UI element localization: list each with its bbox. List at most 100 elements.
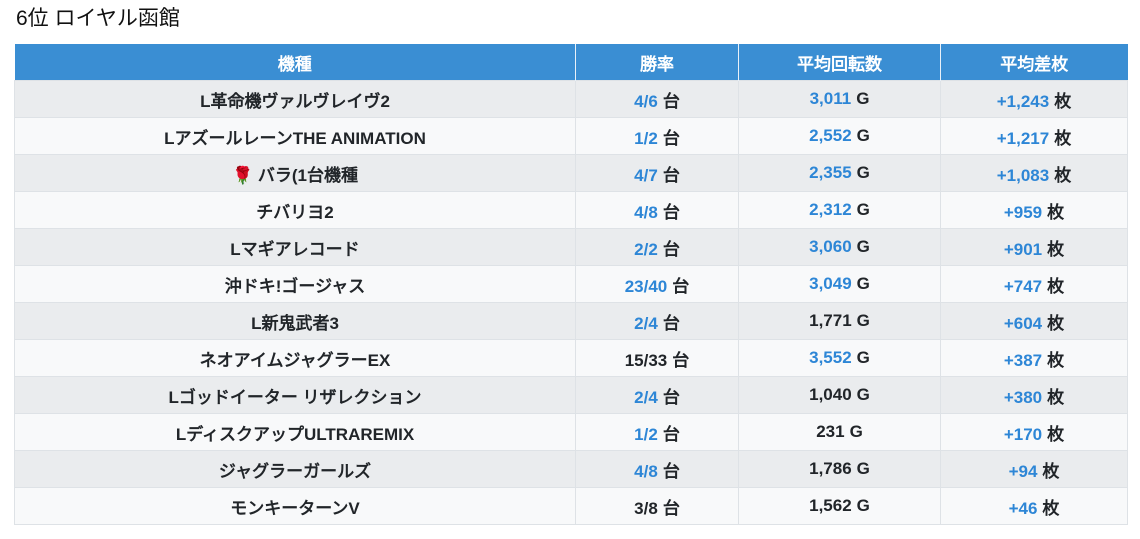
- avg-diff-unit: 枚: [1054, 91, 1072, 111]
- column-header-avg-spins: 平均回転数: [738, 44, 941, 81]
- machine-table-body: L革命機ヴァルヴレイヴ2 4/6 台 3,011 G +1,243 枚 LアズールレーンTHE…: [14, 80, 1128, 525]
- machine-name: 🌹 バラ(1台機種: [231, 165, 358, 185]
- avg-diff-unit: 枚: [1042, 461, 1060, 481]
- win-rate-unit: 台: [662, 424, 680, 444]
- machine-name: ジャグラーガールズ: [218, 461, 372, 481]
- avg-spins-unit: G: [856, 496, 870, 515]
- win-rate-value: 4/7: [634, 165, 658, 185]
- avg-diff-unit: 枚: [1054, 128, 1072, 148]
- avg-spins-value: 1,040: [809, 385, 852, 404]
- win-rate-cell: 3/8 台: [575, 487, 739, 525]
- win-rate-value: 2/4: [634, 387, 658, 407]
- avg-diff-unit: 枚: [1042, 498, 1060, 518]
- win-rate-value: 4/8: [634, 461, 658, 481]
- column-header-win-rate: 勝率: [575, 44, 739, 81]
- avg-spins-cell: 1,786 G: [738, 450, 941, 488]
- table-row: L新鬼武者3 2/4 台 1,771 G +604 枚: [14, 302, 1128, 340]
- table-row: Lゴッドイーター リザレクション 2/4 台 1,040 G +380 枚: [14, 376, 1128, 414]
- avg-spins-unit: G: [856, 348, 870, 367]
- avg-spins-unit: G: [856, 89, 870, 108]
- win-rate-cell: 4/6 台: [575, 80, 739, 118]
- avg-spins-cell: 3,049 G: [738, 265, 941, 303]
- avg-spins-value: 3,049: [809, 274, 852, 293]
- avg-spins-value: 1,562: [809, 496, 852, 515]
- machine-name-cell: ネオアイムジャグラーEX: [14, 339, 576, 377]
- win-rate-value: 23/40: [624, 276, 668, 296]
- avg-diff-cell: +747 枚: [940, 265, 1128, 303]
- machine-name: Lゴッドイーター リザレクション: [168, 387, 422, 407]
- avg-spins-unit: G: [856, 385, 870, 404]
- avg-diff-cell: +1,217 枚: [940, 117, 1128, 155]
- avg-diff-cell: +380 枚: [940, 376, 1128, 414]
- avg-diff-unit: 枚: [1047, 276, 1065, 296]
- avg-spins-unit: G: [849, 422, 863, 441]
- avg-spins-value: 231: [816, 422, 845, 441]
- win-rate-value: 15/33: [624, 350, 668, 370]
- table-row: ジャグラーガールズ 4/8 台 1,786 G +94 枚: [14, 450, 1128, 488]
- avg-diff-cell: +901 枚: [940, 228, 1128, 266]
- avg-spins-unit: G: [856, 200, 870, 219]
- avg-diff-unit: 枚: [1047, 239, 1065, 259]
- avg-spins-cell: 3,060 G: [738, 228, 941, 266]
- machine-name-cell: Lゴッドイーター リザレクション: [14, 376, 576, 414]
- win-rate-value: 2/2: [634, 239, 658, 259]
- avg-diff-value: +380: [1003, 387, 1043, 407]
- avg-spins-value: 2,355: [809, 163, 852, 182]
- avg-diff-value: +46: [1008, 498, 1038, 518]
- win-rate-value: 1/2: [634, 128, 658, 148]
- machine-name: Lマギアレコード: [230, 239, 360, 259]
- avg-diff-unit: 枚: [1047, 424, 1065, 444]
- avg-spins-cell: 231 G: [738, 413, 941, 451]
- avg-diff-value: +1,217: [996, 128, 1050, 148]
- avg-spins-cell: 1,771 G: [738, 302, 941, 340]
- win-rate-unit: 台: [662, 202, 680, 222]
- machine-name-cell: Lマギアレコード: [14, 228, 576, 266]
- avg-spins-unit: G: [856, 237, 870, 256]
- column-header-avg-diff: 平均差枚: [940, 44, 1128, 81]
- machine-name: L革命機ヴァルヴレイヴ2: [200, 91, 390, 111]
- machine-ranking-table: 機種 勝率 平均回転数 平均差枚 L革命機ヴァルヴレイヴ2 4/6 台 3,011 G +…: [14, 44, 1128, 525]
- column-header-machine: 機種: [14, 44, 576, 81]
- win-rate-unit: 台: [662, 313, 680, 333]
- win-rate-unit: 台: [662, 165, 680, 185]
- win-rate-cell: 2/4 台: [575, 376, 739, 414]
- win-rate-cell: 1/2 台: [575, 413, 739, 451]
- win-rate-cell: 4/7 台: [575, 154, 739, 192]
- avg-diff-cell: +1,083 枚: [940, 154, 1128, 192]
- avg-spins-cell: 2,355 G: [738, 154, 941, 192]
- avg-diff-cell: +604 枚: [940, 302, 1128, 340]
- avg-spins-value: 2,552: [809, 126, 852, 145]
- win-rate-value: 4/8: [634, 202, 658, 222]
- win-rate-unit: 台: [662, 498, 680, 518]
- machine-name: ネオアイムジャグラーEX: [199, 350, 391, 370]
- avg-diff-value: +959: [1003, 202, 1043, 222]
- avg-spins-value: 3,011: [809, 89, 852, 108]
- avg-diff-cell: +94 枚: [940, 450, 1128, 488]
- win-rate-unit: 台: [672, 350, 690, 370]
- table-row: ネオアイムジャグラーEX 15/33 台 3,552 G +387 枚: [14, 339, 1128, 377]
- win-rate-cell: 4/8 台: [575, 450, 739, 488]
- machine-name-cell: LアズールレーンTHE ANIMATION: [14, 117, 576, 155]
- win-rate-cell: 15/33 台: [575, 339, 739, 377]
- avg-diff-unit: 枚: [1047, 387, 1065, 407]
- table-row: 沖ドキ!ゴージャス 23/40 台 3,049 G +747 枚: [14, 265, 1128, 303]
- avg-diff-cell: +170 枚: [940, 413, 1128, 451]
- avg-spins-unit: G: [856, 311, 870, 330]
- table-row: LアズールレーンTHE ANIMATION 1/2 台 2,552 G +1,217 枚: [14, 117, 1128, 155]
- win-rate-value: 2/4: [634, 313, 658, 333]
- table-header: 機種 勝率 平均回転数 平均差枚: [14, 44, 1128, 81]
- win-rate-cell: 23/40 台: [575, 265, 739, 303]
- avg-spins-cell: 1,562 G: [738, 487, 941, 525]
- win-rate-value: 4/6: [634, 91, 658, 111]
- machine-name-cell: L革命機ヴァルヴレイヴ2: [14, 80, 576, 118]
- avg-spins-unit: G: [856, 163, 870, 182]
- avg-spins-unit: G: [856, 459, 870, 478]
- avg-spins-value: 1,786: [809, 459, 852, 478]
- avg-diff-value: +604: [1003, 313, 1043, 333]
- avg-diff-cell: +46 枚: [940, 487, 1128, 525]
- win-rate-cell: 2/4 台: [575, 302, 739, 340]
- avg-spins-unit: G: [856, 274, 870, 293]
- win-rate-value: 1/2: [634, 424, 658, 444]
- machine-name-cell: L新鬼武者3: [14, 302, 576, 340]
- avg-diff-cell: +1,243 枚: [940, 80, 1128, 118]
